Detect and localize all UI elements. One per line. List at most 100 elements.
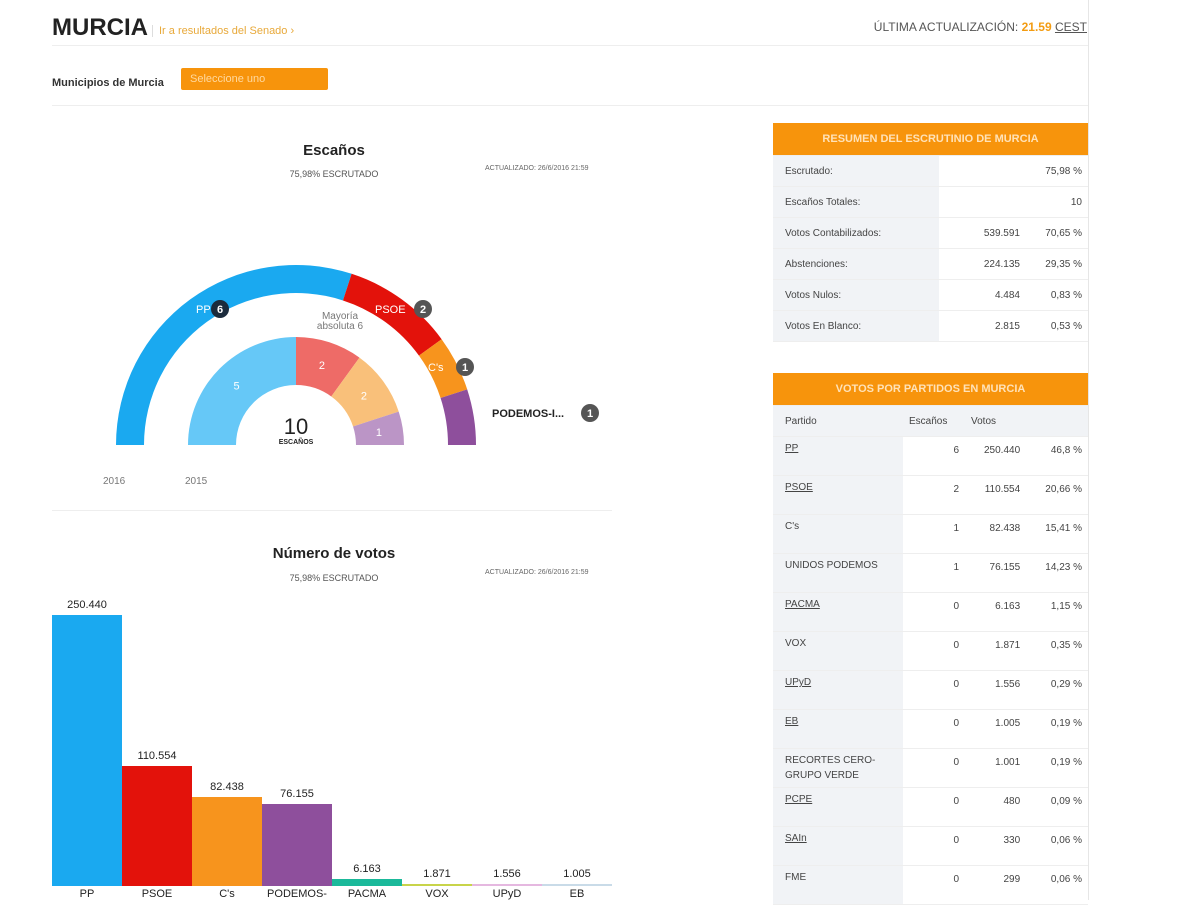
seats-chart-updated: ACTUALIZADO: 26/6/2016 21:59	[485, 165, 589, 172]
seat-badge-count: 6	[217, 304, 223, 316]
update-label: ÚLTIMA ACTUALIZACIÓN:	[873, 20, 1019, 34]
party-name[interactable]: EB	[785, 716, 799, 727]
bar-pacma[interactable]	[332, 879, 402, 886]
majority-label: Mayoría absoluta 6	[316, 311, 364, 332]
update-time: 21.59	[1021, 20, 1052, 34]
year-2016: 2016	[103, 476, 126, 487]
municipios-select[interactable]: Seleccione uno	[181, 68, 328, 90]
party-percent: 15,41 %	[1026, 514, 1088, 554]
party-row: C's 1 82.438 15,41 %	[773, 514, 1088, 554]
seat-arc-2016-pp[interactable]	[116, 265, 352, 445]
seat-arc-2015-cs[interactable]	[331, 357, 399, 427]
party-percent: 14,23 %	[1026, 553, 1088, 593]
summary-row: Votos Contabilizados: 539.591 70,65 %	[773, 217, 1088, 249]
party-label: PODEMOS-I...	[492, 408, 564, 420]
summary-label: Votos Contabilizados:	[773, 217, 939, 249]
bar-category-label: PODEMOS-	[267, 888, 327, 900]
party-seats: 0	[903, 748, 965, 788]
party-seats: 1	[903, 553, 965, 593]
summary-table: RESUMEN DEL ESCRUTINIO DE MURCIA Escruta…	[773, 123, 1088, 342]
summary-label: Escaños Totales:	[773, 186, 939, 218]
update-zone[interactable]: CEST	[1054, 20, 1087, 34]
year-2015: 2015	[185, 476, 208, 487]
bar-cs[interactable]	[192, 796, 262, 886]
seat-badge	[211, 300, 229, 318]
seat-arc-2016-podemosi[interactable]	[440, 389, 476, 445]
col-escanos: Escaños	[903, 405, 965, 437]
party-percent: 0,09 %	[1026, 787, 1088, 827]
seat-arc-2015-pp[interactable]	[188, 337, 296, 445]
party-seats: 1	[903, 514, 965, 554]
col-partido: Partido	[773, 405, 903, 437]
party-label: PSOE	[375, 304, 406, 316]
senado-link[interactable]: Ir a resultados del Senado ›	[152, 25, 294, 37]
party-name[interactable]: PSOE	[785, 482, 813, 493]
party-row: PACMA 0 6.163 1,15 %	[773, 592, 1088, 632]
party-votes: 330	[965, 826, 1027, 866]
summary-label: Abstenciones:	[773, 248, 939, 280]
summary-label: Votos Nulos:	[773, 279, 939, 311]
summary-percent: 75,98 %	[1026, 155, 1088, 187]
party-seats: 0	[903, 592, 965, 632]
party-seats: 0	[903, 631, 965, 671]
municipios-label: Municipios de Murcia	[52, 77, 164, 89]
bar-category-label: VOX	[425, 888, 449, 900]
bar-value-label: 76.155	[280, 787, 314, 800]
bar-psoe[interactable]	[122, 766, 192, 886]
col-votos: Votos	[965, 405, 1027, 437]
party-name[interactable]: UPyD	[785, 677, 812, 688]
bar-eb[interactable]	[542, 884, 612, 886]
party-label: PP	[196, 304, 211, 316]
bar-category-label: EB	[569, 888, 585, 900]
bar-upyd[interactable]	[472, 884, 542, 886]
party-votes: 1.871	[965, 631, 1027, 671]
party-row: PSOE 2 110.554 20,66 %	[773, 475, 1088, 515]
seat-badge	[456, 358, 474, 376]
party-percent: 0,29 %	[1026, 670, 1088, 710]
seat-badge-count: 1	[587, 408, 593, 420]
bar-vox[interactable]	[402, 883, 472, 886]
party-votes: 299	[965, 865, 1027, 905]
party-name[interactable]: SAIn	[785, 833, 807, 844]
bar-value-label: 6.163	[353, 863, 381, 876]
bar-value-label: 1.005	[563, 868, 591, 880]
seat-arc-2016-psoe[interactable]	[342, 273, 442, 356]
party-votes: 1.005	[965, 709, 1027, 749]
seat-arc-2015-podemos[interactable]	[353, 411, 404, 445]
party-name[interactable]: PP	[785, 443, 799, 454]
party-row: RECORTES CERO-GRUPO VERDE 0 1.001 0,19 %	[773, 748, 1088, 788]
party-name: UNIDOS PODEMOS	[785, 560, 878, 571]
seats-chart-subtitle: 75,98% ESCRUTADO	[289, 169, 379, 179]
divider	[52, 105, 1088, 106]
seat-arc-2016-cs[interactable]	[418, 339, 468, 399]
party-name: C's	[785, 521, 800, 532]
party-votes: 1.556	[965, 670, 1027, 710]
bar-podemos[interactable]	[262, 803, 332, 886]
seat-count-2015: 1	[376, 427, 382, 439]
seat-count-2015: 2	[319, 360, 325, 372]
bar-pp[interactable]	[52, 615, 122, 886]
party-seats: 0	[903, 670, 965, 710]
party-seats: 2	[903, 475, 965, 515]
summary-percent: 0,53 %	[1026, 310, 1088, 342]
party-percent: 0,19 %	[1026, 709, 1088, 749]
summary-row: Abstenciones: 224.135 29,35 %	[773, 248, 1088, 280]
seat-arc-2015-psoe[interactable]	[296, 337, 360, 397]
party-seats: 0	[903, 826, 965, 866]
seat-badge	[414, 300, 432, 318]
party-votes: 1.001	[965, 748, 1027, 788]
summary-percent: 10	[1026, 186, 1088, 218]
party-percent: 0,06 %	[1026, 826, 1088, 866]
party-name[interactable]: PACMA	[785, 599, 820, 610]
summary-row: Escrutado: 75,98 %	[773, 155, 1088, 187]
page-title: MURCIA	[52, 14, 148, 41]
summary-title: RESUMEN DEL ESCRUTINIO DE MURCIA	[773, 123, 1088, 156]
party-percent: 20,66 %	[1026, 475, 1088, 515]
party-name[interactable]: PCPE	[785, 794, 813, 805]
party-votes: 76.155	[965, 553, 1027, 593]
divider	[52, 510, 612, 511]
summary-value	[939, 155, 1026, 187]
bar-category-label: PSOE	[141, 888, 173, 900]
party-votes: 250.440	[965, 436, 1027, 476]
total-seats-label: ESCAÑOS	[278, 439, 314, 446]
